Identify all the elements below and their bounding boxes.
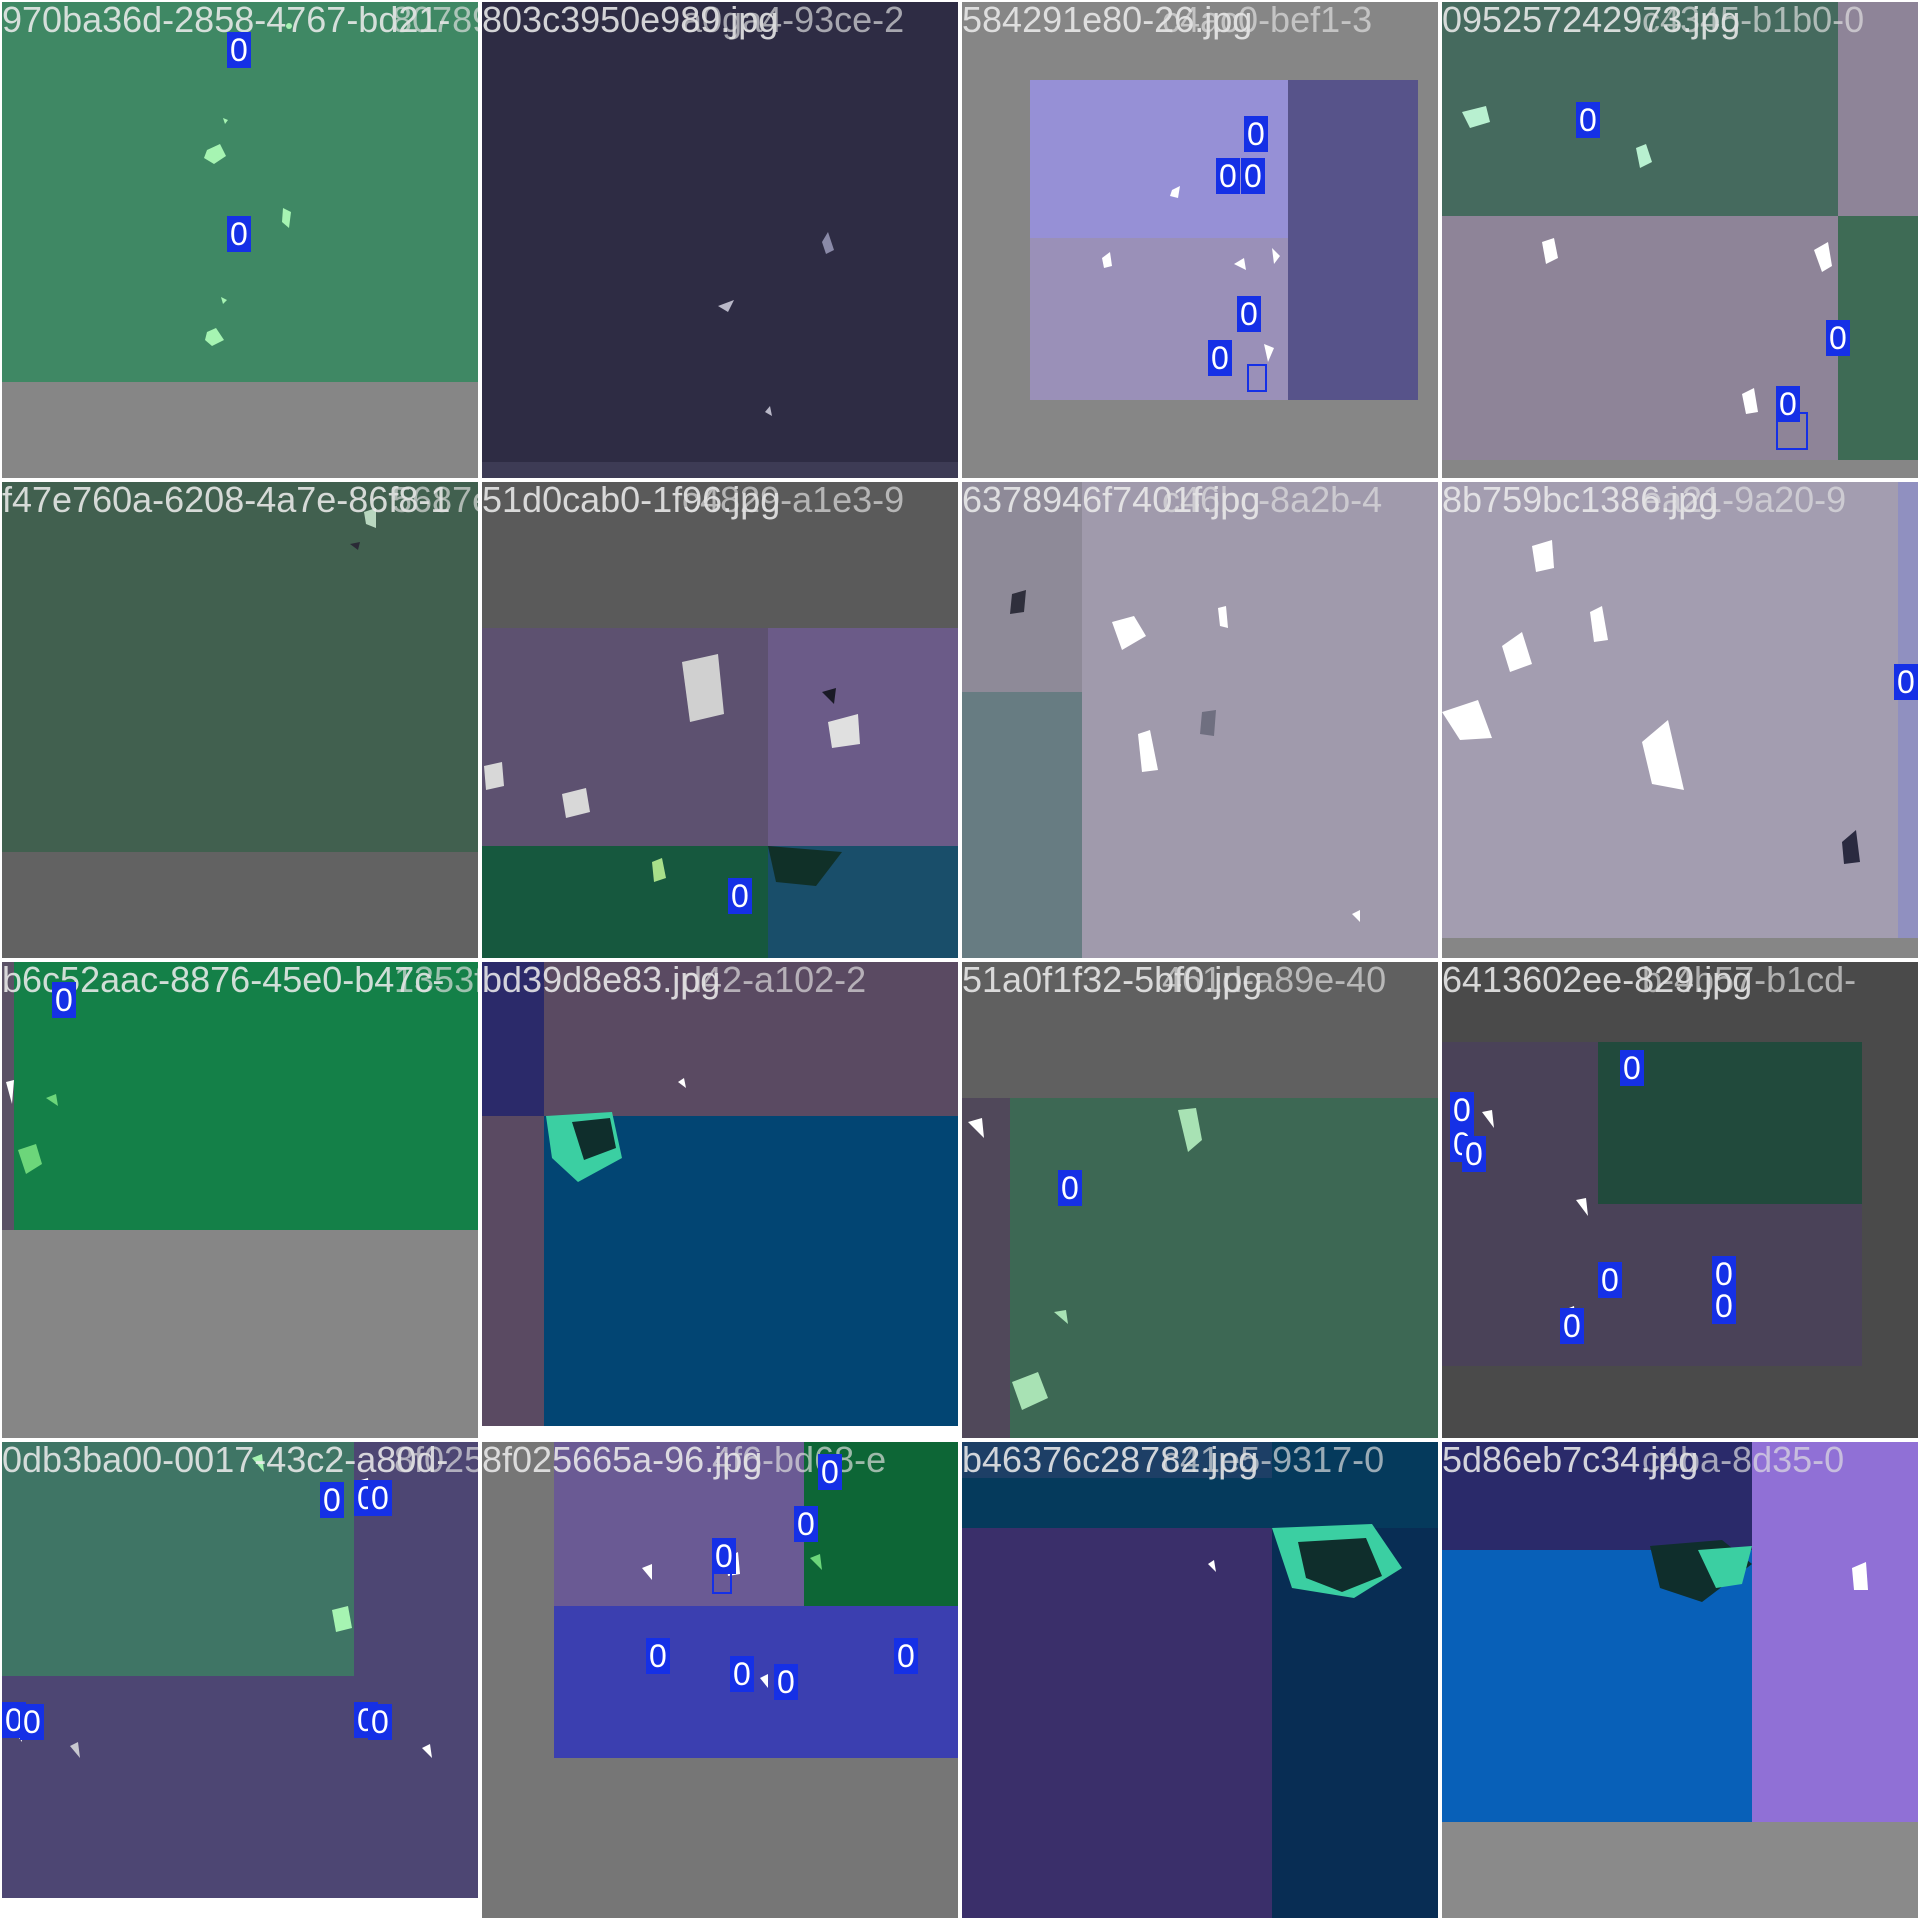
class-label: 0 [2,1702,26,1738]
filename-label: 8b759bc1386.jpg [1442,482,1719,520]
class-label: 0 [1462,1136,1486,1172]
microscope-image [2,482,478,958]
image-tile: b6c52aac-8876-45e0-b47c- 1353f382-840 0 [2,962,478,1438]
filename-label: b46376c28782.jpg [962,1442,1259,1480]
filename-label: f47e760a-6208-4a7e-86f8-1 [2,482,451,520]
class-label: 0 [1208,340,1232,376]
class-label: 0 [52,982,76,1018]
class-label: 0 [646,1638,670,1674]
microscope-image [962,962,1438,1438]
filename-label: 8f025665a-96.jpg [482,1442,763,1480]
class-label: 0 [20,1704,44,1740]
filename-label: bd39d8e83.jpg [482,962,721,1000]
class-label: 0 [1216,158,1240,194]
image-tile: b46376c28782.jpg c41e5-9317-0 [962,1442,1438,1918]
filename-label: 095257242973.jpg [1442,2,1741,40]
class-label: 0 [818,1454,842,1490]
class-label: 0 [320,1482,344,1518]
class-label: 0 [794,1506,818,1542]
image-tile: f47e760a-6208-4a7e-86f8-1 5687ea2403f9e [2,482,478,958]
class-label: 0 [1712,1256,1736,1292]
image-tile: 970ba36d-2858-4767-bd21- 8078998c-389- 0… [2,2,478,478]
filename-label: 584291e80-26.jpg [962,2,1253,40]
microscope-image [482,962,958,1438]
class-label: 0 [368,1480,392,1516]
image-tile: 8b759bc1386.jpg ea21-9a20-9 0 [1442,482,1918,958]
class-label: 0 [774,1664,798,1700]
filename-label: c4345-b1b0-0 [1642,2,1865,40]
class-label: 0 [368,1704,392,1740]
image-tile: 803c3950e989.jpg a0ga4-93ce-2 [482,2,958,478]
filename-label: d42-a102-2 [682,962,867,1000]
filename-label: 0db3ba00-0017-43c2-a80d- [2,1442,449,1480]
image-tile: 51d0cab0-1f96.jpg c4829-a1e3-9 0 [482,482,958,958]
class-label: 0 [1241,158,1265,194]
microscope-image [1442,1442,1918,1918]
filename-label: 6378946f7401f.jpg [962,482,1261,520]
class-label: 0 [712,1538,736,1574]
class-label: 0 [1237,296,1261,332]
image-tile: 51a0f1f32-5bf0.jpg 461d-a89e-40 0 [962,962,1438,1438]
filename-label: 5d86eb7c34.jpg [1442,1442,1699,1480]
filename-label: 8f025665a-09 [394,1442,478,1480]
image-tile: 6413602ee-829.jpg b-4b57-b1cd- 0 0 0 0 0… [1442,962,1918,1438]
class-label: 0 [728,878,752,914]
class-label: 0 [894,1638,918,1674]
filename-label: c41e5-9317-0 [1162,1442,1385,1480]
class-label: 0 [227,216,251,252]
microscope-image [962,482,1438,958]
filename-label: 4f6-bd68-e [712,1442,887,1480]
filename-label: b-4b57-b1cd- [1642,962,1857,1000]
class-label: 0 [1598,1262,1622,1298]
microscope-image [962,2,1438,478]
image-tile: 095257242973.jpg c4345-b1b0-0 0 0 0 [1442,2,1918,478]
microscope-image [482,482,958,958]
image-tile: 5d86eb7c34.jpg c4ba-8d35-0 [1442,1442,1918,1918]
class-label: 0 [1620,1050,1644,1086]
microscope-image [1442,482,1918,958]
filename-label: ea21-9a20-9 [1642,482,1847,520]
filename-label: 461d-a89e-40 [1162,962,1387,1000]
detection-box [1247,364,1267,392]
image-tile: bd39d8e83.jpg d42-a102-2 [482,962,958,1438]
filename-label: c4ba-8d35-0 [1642,1442,1845,1480]
microscope-image [2,962,478,1438]
filename-label: c46bc-8a2b-4 [1162,482,1383,520]
class-label: 0 [730,1656,754,1692]
filename-label: c4ac0-bef1-3 [1162,2,1373,40]
class-label: 0 [1450,1092,1474,1128]
class-label: 0 [1244,116,1268,152]
filename-label: 51d0cab0-1f96.jpg [482,482,781,520]
filename-label: a0ga4-93ce-2 [682,2,905,40]
filename-label: c4829-a1e3-9 [682,482,905,520]
filename-label: 51a0f1f32-5bf0.jpg [962,962,1263,1000]
class-label: 0 [1058,1170,1082,1206]
microscope-image [1442,2,1918,478]
filename-label: 803c3950e989.jpg [482,2,779,40]
filename-label: 970ba36d-2858-4767-bd21- [2,2,451,40]
filename-label: 6413602ee-829.jpg [1442,962,1753,1000]
filename-label: 8078998c-389- [392,2,478,40]
microscope-image [482,1442,958,1918]
class-label: 0 [1894,664,1918,700]
class-label: 0 [227,32,251,68]
filename-label: 1353f382-840 [394,962,478,1000]
microscope-image [482,2,958,478]
class-label: 0 [1560,1308,1584,1344]
microscope-image [2,1442,478,1918]
filename-label: 5687ea2403f9e [392,482,478,520]
image-tile: 8f025665a-96.jpg 4f6-bd68-e 0 0 0 0 0 0 … [482,1442,958,1918]
image-tile: 584291e80-26.jpg c4ac0-bef1-3 0 0 0 0 0 [962,2,1438,478]
image-tile: 0db3ba00-0017-43c2-a80d- 8f025665a-09 0 … [2,1442,478,1918]
microscope-image [962,1442,1438,1918]
class-label: 0 [1776,386,1800,422]
class-label: 0 [1712,1288,1736,1324]
image-tile: 6378946f7401f.jpg c46bc-8a2b-4 [962,482,1438,958]
microscope-image [1442,962,1918,1438]
class-label: 0 [1576,102,1600,138]
class-label: 0 [1826,320,1850,356]
